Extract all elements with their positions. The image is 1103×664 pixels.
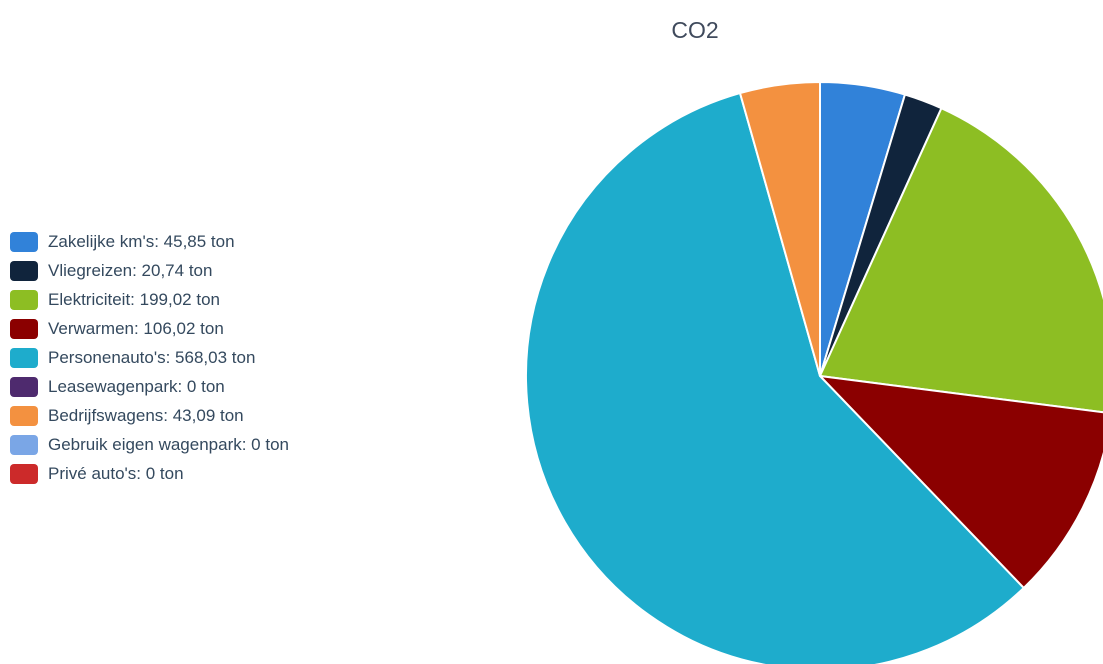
legend-item[interactable]: Elektriciteit: 199,02 ton (10, 285, 289, 314)
legend-swatch (10, 405, 38, 426)
legend-swatch (10, 289, 38, 310)
legend-label: Privé auto's: 0 ton (48, 463, 184, 483)
legend-label: Leasewagenpark: 0 ton (48, 376, 225, 396)
legend-item[interactable]: Bedrijfswagens: 43,09 ton (10, 401, 289, 430)
legend-label: Personenauto's: 568,03 ton (48, 347, 256, 367)
legend-swatch (10, 463, 38, 484)
legend-label: Bedrijfswagens: 43,09 ton (48, 405, 244, 425)
legend-swatch (10, 434, 38, 455)
legend-swatch (10, 376, 38, 397)
legend-item[interactable]: Gebruik eigen wagenpark: 0 ton (10, 430, 289, 459)
legend-item[interactable]: Vliegreizen: 20,74 ton (10, 256, 289, 285)
legend-swatch (10, 231, 38, 252)
legend-swatch (10, 318, 38, 339)
legend-swatch (10, 347, 38, 368)
legend-item[interactable]: Verwarmen: 106,02 ton (10, 314, 289, 343)
legend-label: Zakelijke km's: 45,85 ton (48, 231, 235, 251)
legend-item[interactable]: Personenauto's: 568,03 ton (10, 343, 289, 372)
legend-label: Elektriciteit: 199,02 ton (48, 289, 220, 309)
pie-slice[interactable] (525, 92, 1025, 664)
legend-label: Gebruik eigen wagenpark: 0 ton (48, 434, 289, 454)
chart-legend: Zakelijke km's: 45,85 ton Vliegreizen: 20… (10, 227, 289, 488)
legend-item[interactable]: Zakelijke km's: 45,85 ton (10, 227, 289, 256)
pie-slice[interactable] (819, 107, 1103, 414)
pie-slice[interactable] (739, 81, 821, 377)
pie-slice[interactable] (819, 375, 1103, 589)
legend-label: Vliegreizen: 20,74 ton (48, 260, 213, 280)
legend-item[interactable]: Leasewagenpark: 0 ton (10, 372, 289, 401)
legend-item[interactable]: Privé auto's: 0 ton (10, 459, 289, 488)
legend-label: Verwarmen: 106,02 ton (48, 318, 224, 338)
legend-swatch (10, 260, 38, 281)
chart-title: CO2 (671, 17, 719, 43)
